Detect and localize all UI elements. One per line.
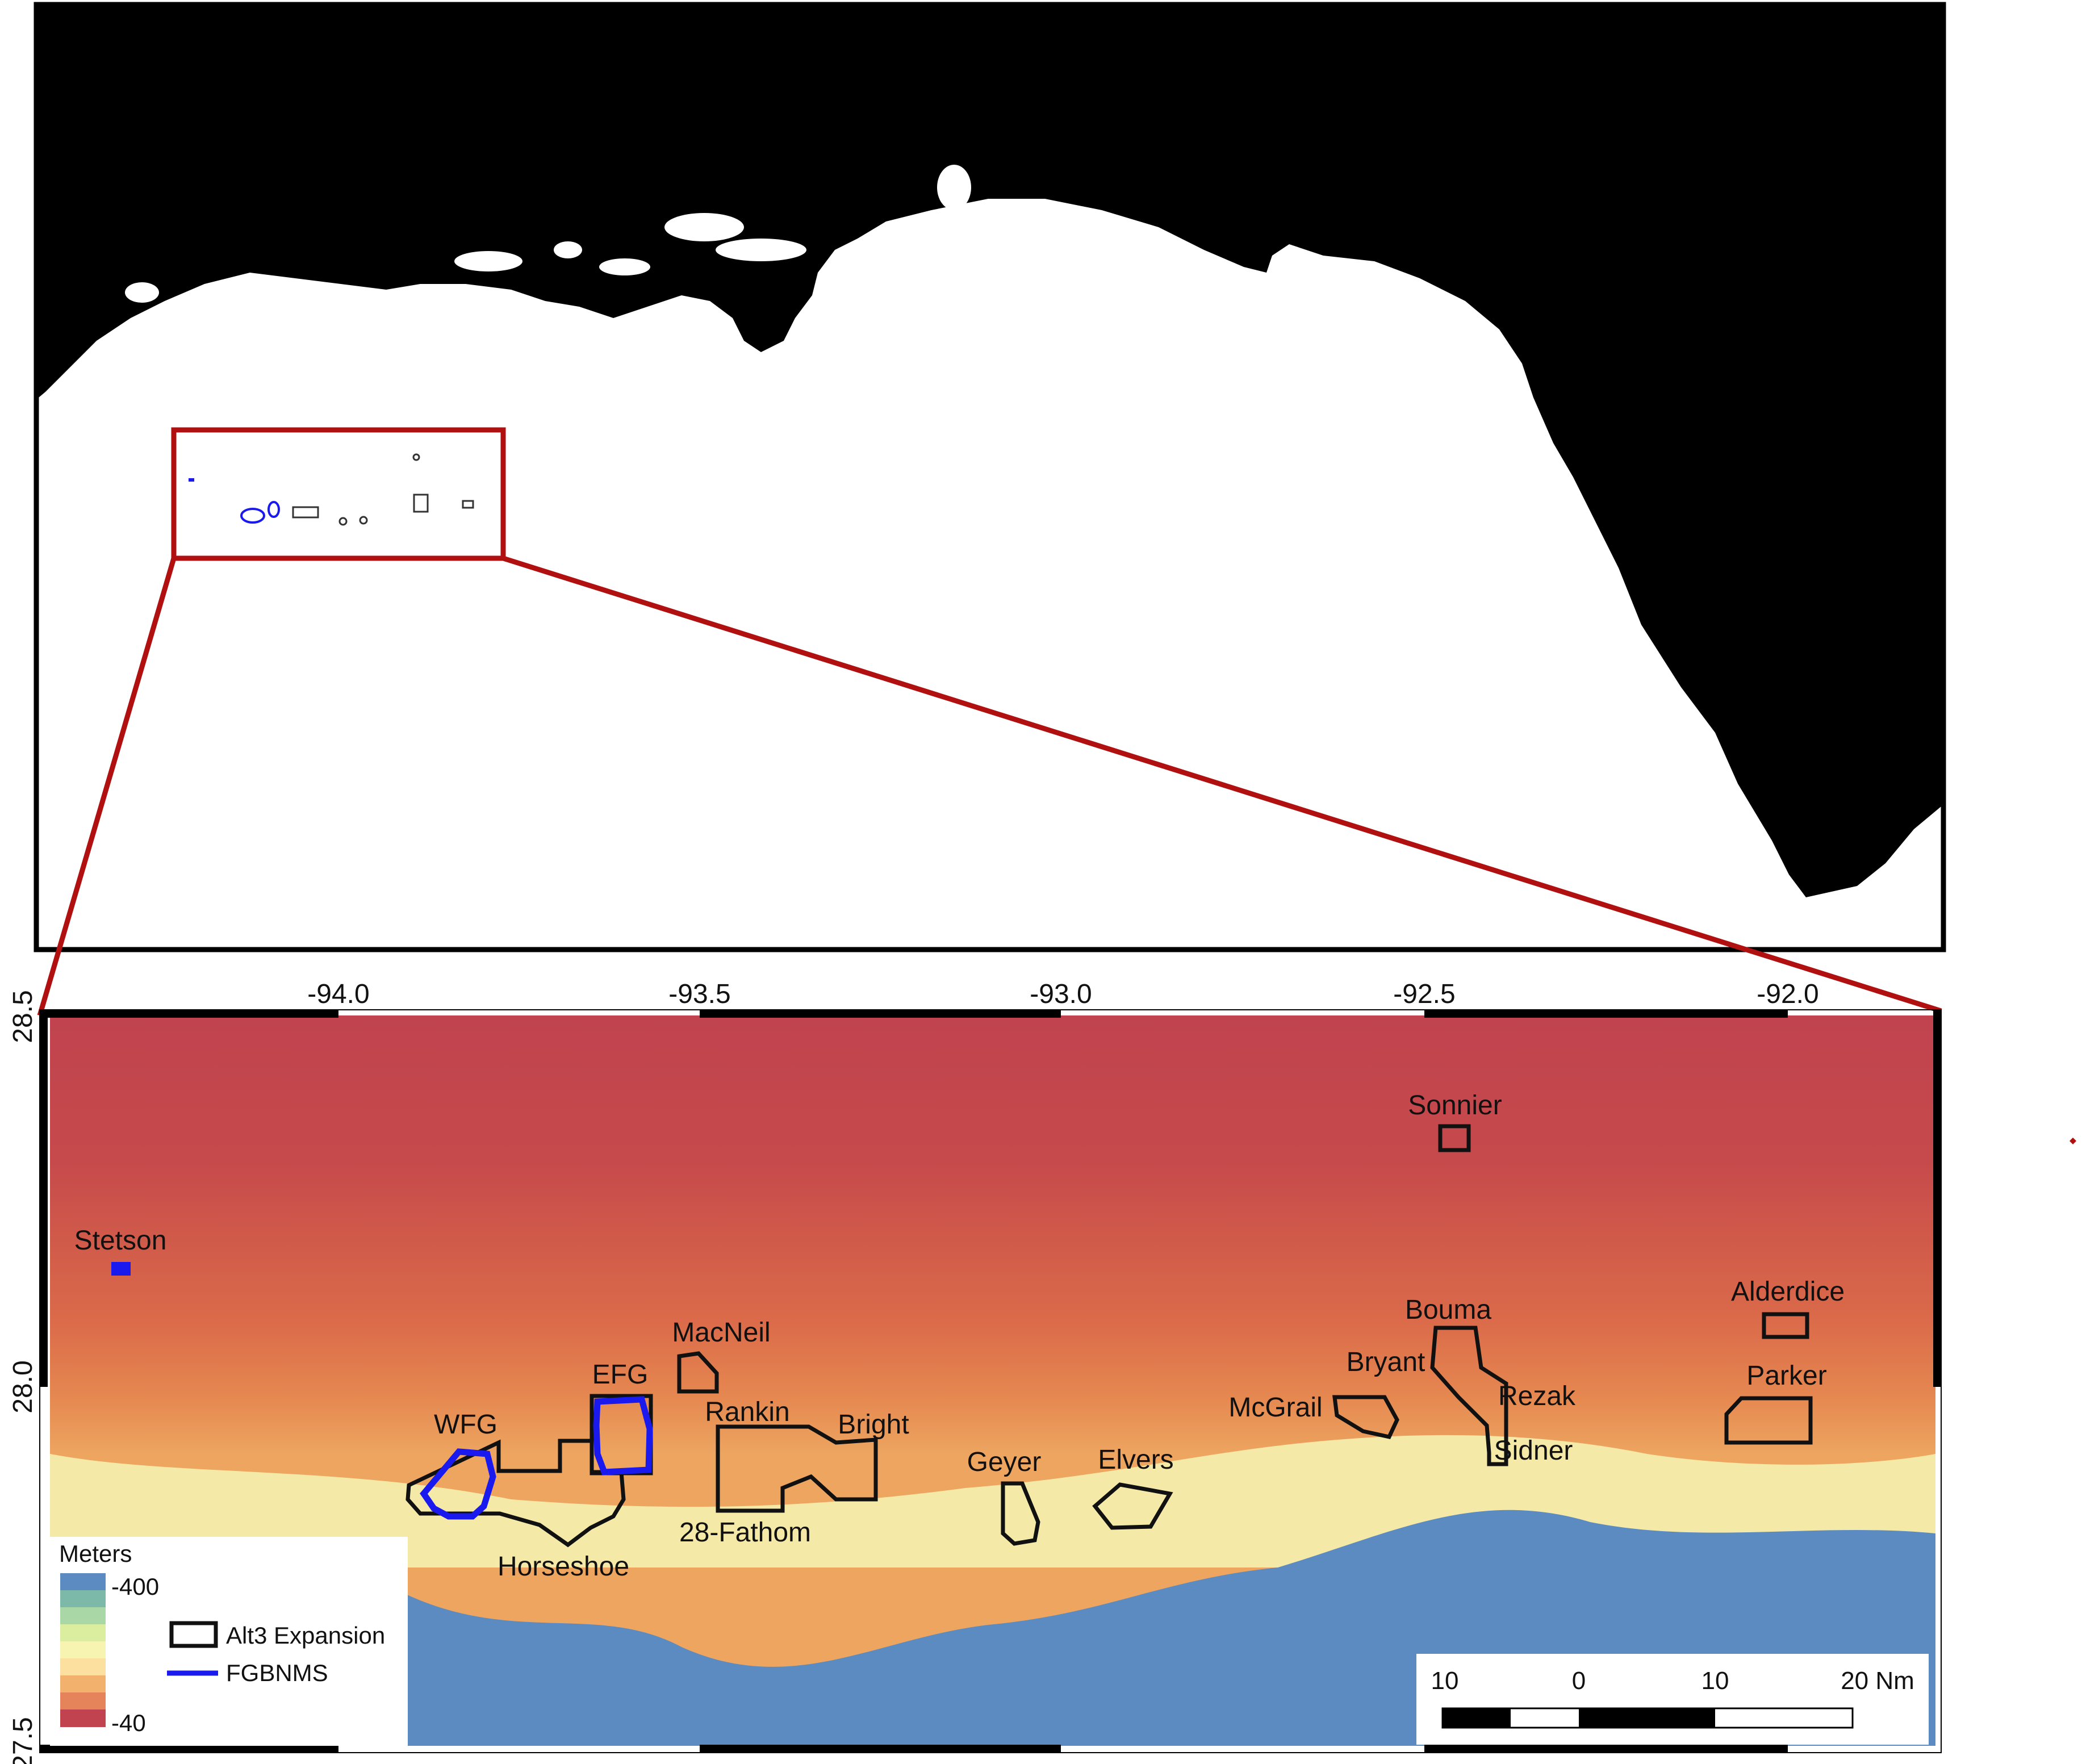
site-label: Horseshoe (497, 1552, 629, 1582)
legend-ramp-swatch (60, 1607, 106, 1625)
stray-marker (2070, 1138, 2076, 1144)
lon-label: -92.0 (1757, 979, 1818, 1009)
site-label: WFG (434, 1410, 497, 1440)
lon-label: -93.5 (668, 979, 730, 1009)
site-label: MacNeil (672, 1318, 770, 1348)
scale-label: 20 Nm (1841, 1667, 1914, 1695)
scale-label: 0 (1572, 1667, 1586, 1695)
site-label: Bouma (1405, 1295, 1491, 1325)
site-label: Rezak (1498, 1381, 1576, 1411)
scale-label: 10 (1431, 1667, 1459, 1695)
legend-fgbnms-label: FGBNMS (226, 1660, 328, 1686)
lon-label: -92.5 (1393, 979, 1455, 1009)
legend-max-label: -400 (111, 1573, 159, 1600)
macneil-polygon (677, 1351, 719, 1394)
lon-label: -93.0 (1030, 979, 1092, 1009)
bouma-rezak-polygon (1430, 1326, 1508, 1466)
latitude-labels: 28.5 28.0 27.5 (8, 990, 38, 1764)
detail-map: -94.0 -93.5 -93.0 -92.5 -92.0 28.5 28.0 … (8, 979, 1942, 1764)
parker-polygon (1724, 1396, 1813, 1445)
site-labels: Sonnier Stetson MacNeil EFG WFG Rankin B… (74, 1090, 1845, 1582)
rankin-bright-polygon (716, 1424, 878, 1513)
site-label: McGrail (1228, 1393, 1322, 1423)
site-label: EFG (592, 1360, 649, 1390)
legend: Meters -400 -40 Alt3 Expansion FGBNMS (50, 1537, 408, 1746)
site-label: Sidner (1494, 1436, 1573, 1466)
axis-frame (39, 1009, 1942, 1753)
legend-title: Meters (59, 1540, 132, 1567)
inland-water (125, 165, 1045, 303)
overview-map (34, 2, 1946, 1017)
legend-min-label: -40 (111, 1709, 146, 1736)
fgbnms-polygons (420, 1396, 653, 1520)
zoom-line-left (37, 557, 177, 1017)
site-label: Alderdice (1731, 1277, 1845, 1307)
site-label: Stetson (74, 1226, 167, 1256)
inset-box (171, 427, 506, 561)
lat-label: 27.5 (8, 1717, 38, 1764)
longitude-labels: -94.0 -93.5 -93.0 -92.5 -92.0 (307, 979, 1818, 1009)
inset-features (189, 453, 474, 526)
site-label: Bright (838, 1410, 909, 1440)
legend-ramp-swatch (60, 1590, 106, 1608)
legend-alt3-label: Alt3 Expansion (226, 1622, 385, 1649)
alderdice-polygon (1762, 1312, 1809, 1339)
legend-ramp-swatch (60, 1658, 106, 1676)
zoom-line-right (502, 555, 1942, 1014)
legend-ramp-swatch (60, 1641, 106, 1659)
legend-ramp-swatch (60, 1573, 106, 1591)
legend-color-ramp (60, 1573, 106, 1727)
scale-segment (1443, 1708, 1511, 1728)
scale-bar-box (1416, 1654, 1929, 1745)
site-label: Bryant (1347, 1347, 1425, 1377)
site-label: Parker (1746, 1361, 1826, 1391)
site-label: Rankin (705, 1397, 789, 1427)
mcgrail-polygon (1332, 1395, 1399, 1440)
elvers-polygon (1092, 1482, 1173, 1530)
sonnier-polygon (1438, 1124, 1471, 1152)
legend-ramp-swatch (60, 1709, 106, 1727)
site-label: Geyer (967, 1447, 1042, 1477)
lon-label: -94.0 (307, 979, 369, 1009)
scale-bar: 10 0 10 20 Nm (1416, 1654, 1929, 1745)
geyer-polygon (1001, 1481, 1040, 1546)
legend-ramp-swatch (60, 1675, 106, 1693)
legend-ramp-swatch (60, 1624, 106, 1642)
alt3-polygons (405, 1124, 1813, 1548)
lat-label: 28.0 (8, 1360, 38, 1413)
lat-label: 28.5 (8, 990, 38, 1043)
site-label: 28-Fathom (679, 1518, 811, 1548)
site-label: Elvers (1098, 1445, 1173, 1475)
stetson-sanctuary (111, 1262, 131, 1276)
scale-segment (1579, 1708, 1715, 1728)
legend-box (50, 1537, 408, 1746)
land-mass (39, 7, 1941, 897)
efg-sanctuary (593, 1396, 653, 1475)
legend-ramp-swatch (60, 1692, 106, 1710)
wfg-sanctuary (420, 1448, 496, 1520)
site-label: Sonnier (1408, 1090, 1502, 1121)
legend-alt3-swatch (169, 1621, 218, 1648)
scale-label: 10 (1701, 1667, 1729, 1695)
